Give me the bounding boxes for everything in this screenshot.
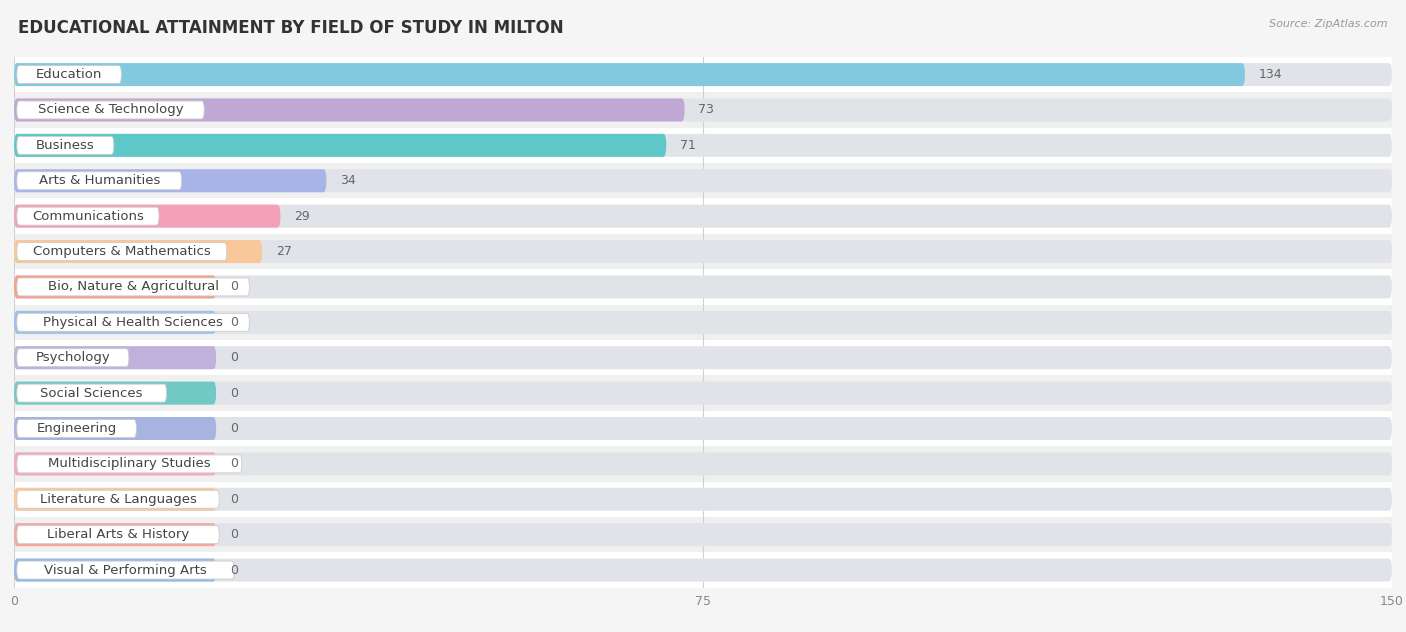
Text: 0: 0	[231, 281, 238, 293]
FancyBboxPatch shape	[17, 172, 181, 190]
Text: Arts & Humanities: Arts & Humanities	[38, 174, 160, 187]
FancyBboxPatch shape	[14, 276, 1392, 298]
FancyBboxPatch shape	[14, 205, 1392, 228]
Bar	[14, 375, 1392, 411]
Bar	[14, 269, 1392, 305]
Text: Science & Technology: Science & Technology	[38, 104, 183, 116]
FancyBboxPatch shape	[14, 523, 1392, 546]
Text: 0: 0	[231, 528, 238, 541]
Bar	[14, 234, 1392, 269]
Text: 0: 0	[231, 316, 238, 329]
FancyBboxPatch shape	[14, 169, 1392, 192]
Text: Multidisciplinary Studies: Multidisciplinary Studies	[48, 458, 211, 470]
Text: 29: 29	[294, 210, 309, 222]
Bar	[14, 446, 1392, 482]
Text: 73: 73	[699, 104, 714, 116]
FancyBboxPatch shape	[14, 276, 217, 298]
FancyBboxPatch shape	[14, 240, 1392, 263]
FancyBboxPatch shape	[14, 453, 1392, 475]
Text: 134: 134	[1258, 68, 1282, 81]
Bar	[14, 411, 1392, 446]
Text: EDUCATIONAL ATTAINMENT BY FIELD OF STUDY IN MILTON: EDUCATIONAL ATTAINMENT BY FIELD OF STUDY…	[18, 19, 564, 37]
Text: 0: 0	[231, 493, 238, 506]
Text: Business: Business	[37, 139, 94, 152]
FancyBboxPatch shape	[14, 559, 217, 581]
FancyBboxPatch shape	[14, 346, 217, 369]
FancyBboxPatch shape	[14, 382, 1392, 404]
FancyBboxPatch shape	[14, 99, 685, 121]
FancyBboxPatch shape	[17, 207, 159, 225]
FancyBboxPatch shape	[14, 417, 1392, 440]
FancyBboxPatch shape	[17, 243, 226, 260]
FancyBboxPatch shape	[17, 490, 219, 508]
Text: Liberal Arts & History: Liberal Arts & History	[46, 528, 190, 541]
Text: 27: 27	[276, 245, 291, 258]
FancyBboxPatch shape	[17, 526, 219, 544]
Bar	[14, 57, 1392, 92]
FancyBboxPatch shape	[14, 63, 1392, 86]
FancyBboxPatch shape	[14, 169, 326, 192]
Bar	[14, 305, 1392, 340]
FancyBboxPatch shape	[17, 420, 136, 437]
Bar	[14, 92, 1392, 128]
Text: Bio, Nature & Agricultural: Bio, Nature & Agricultural	[48, 281, 218, 293]
FancyBboxPatch shape	[17, 349, 129, 367]
FancyBboxPatch shape	[17, 278, 249, 296]
FancyBboxPatch shape	[17, 137, 114, 154]
Bar	[14, 517, 1392, 552]
FancyBboxPatch shape	[14, 346, 1392, 369]
Text: Engineering: Engineering	[37, 422, 117, 435]
FancyBboxPatch shape	[14, 99, 1392, 121]
Text: Literature & Languages: Literature & Languages	[39, 493, 197, 506]
Text: Visual & Performing Arts: Visual & Performing Arts	[44, 564, 207, 576]
Text: Communications: Communications	[32, 210, 143, 222]
FancyBboxPatch shape	[14, 134, 666, 157]
Text: 34: 34	[340, 174, 356, 187]
FancyBboxPatch shape	[14, 488, 1392, 511]
Text: 0: 0	[231, 458, 238, 470]
Bar	[14, 552, 1392, 588]
FancyBboxPatch shape	[14, 311, 217, 334]
FancyBboxPatch shape	[17, 384, 166, 402]
FancyBboxPatch shape	[14, 488, 217, 511]
Text: Psychology: Psychology	[35, 351, 110, 364]
FancyBboxPatch shape	[14, 417, 217, 440]
Text: Social Sciences: Social Sciences	[41, 387, 143, 399]
Bar	[14, 163, 1392, 198]
Text: 0: 0	[231, 564, 238, 576]
Text: 0: 0	[231, 387, 238, 399]
FancyBboxPatch shape	[14, 240, 262, 263]
FancyBboxPatch shape	[14, 311, 1392, 334]
FancyBboxPatch shape	[14, 559, 1392, 581]
FancyBboxPatch shape	[14, 134, 1392, 157]
Text: Physical & Health Sciences: Physical & Health Sciences	[44, 316, 224, 329]
FancyBboxPatch shape	[14, 205, 280, 228]
FancyBboxPatch shape	[17, 66, 121, 83]
FancyBboxPatch shape	[14, 382, 217, 404]
Bar	[14, 340, 1392, 375]
Text: 0: 0	[231, 422, 238, 435]
FancyBboxPatch shape	[17, 455, 242, 473]
Text: Education: Education	[37, 68, 103, 81]
FancyBboxPatch shape	[14, 523, 217, 546]
FancyBboxPatch shape	[17, 101, 204, 119]
Bar	[14, 482, 1392, 517]
Text: 0: 0	[231, 351, 238, 364]
Text: Source: ZipAtlas.com: Source: ZipAtlas.com	[1270, 19, 1388, 29]
FancyBboxPatch shape	[14, 453, 217, 475]
Text: 71: 71	[681, 139, 696, 152]
Bar	[14, 128, 1392, 163]
FancyBboxPatch shape	[14, 63, 1244, 86]
Bar	[14, 198, 1392, 234]
FancyBboxPatch shape	[17, 561, 235, 579]
FancyBboxPatch shape	[17, 313, 249, 331]
Text: Computers & Mathematics: Computers & Mathematics	[32, 245, 211, 258]
